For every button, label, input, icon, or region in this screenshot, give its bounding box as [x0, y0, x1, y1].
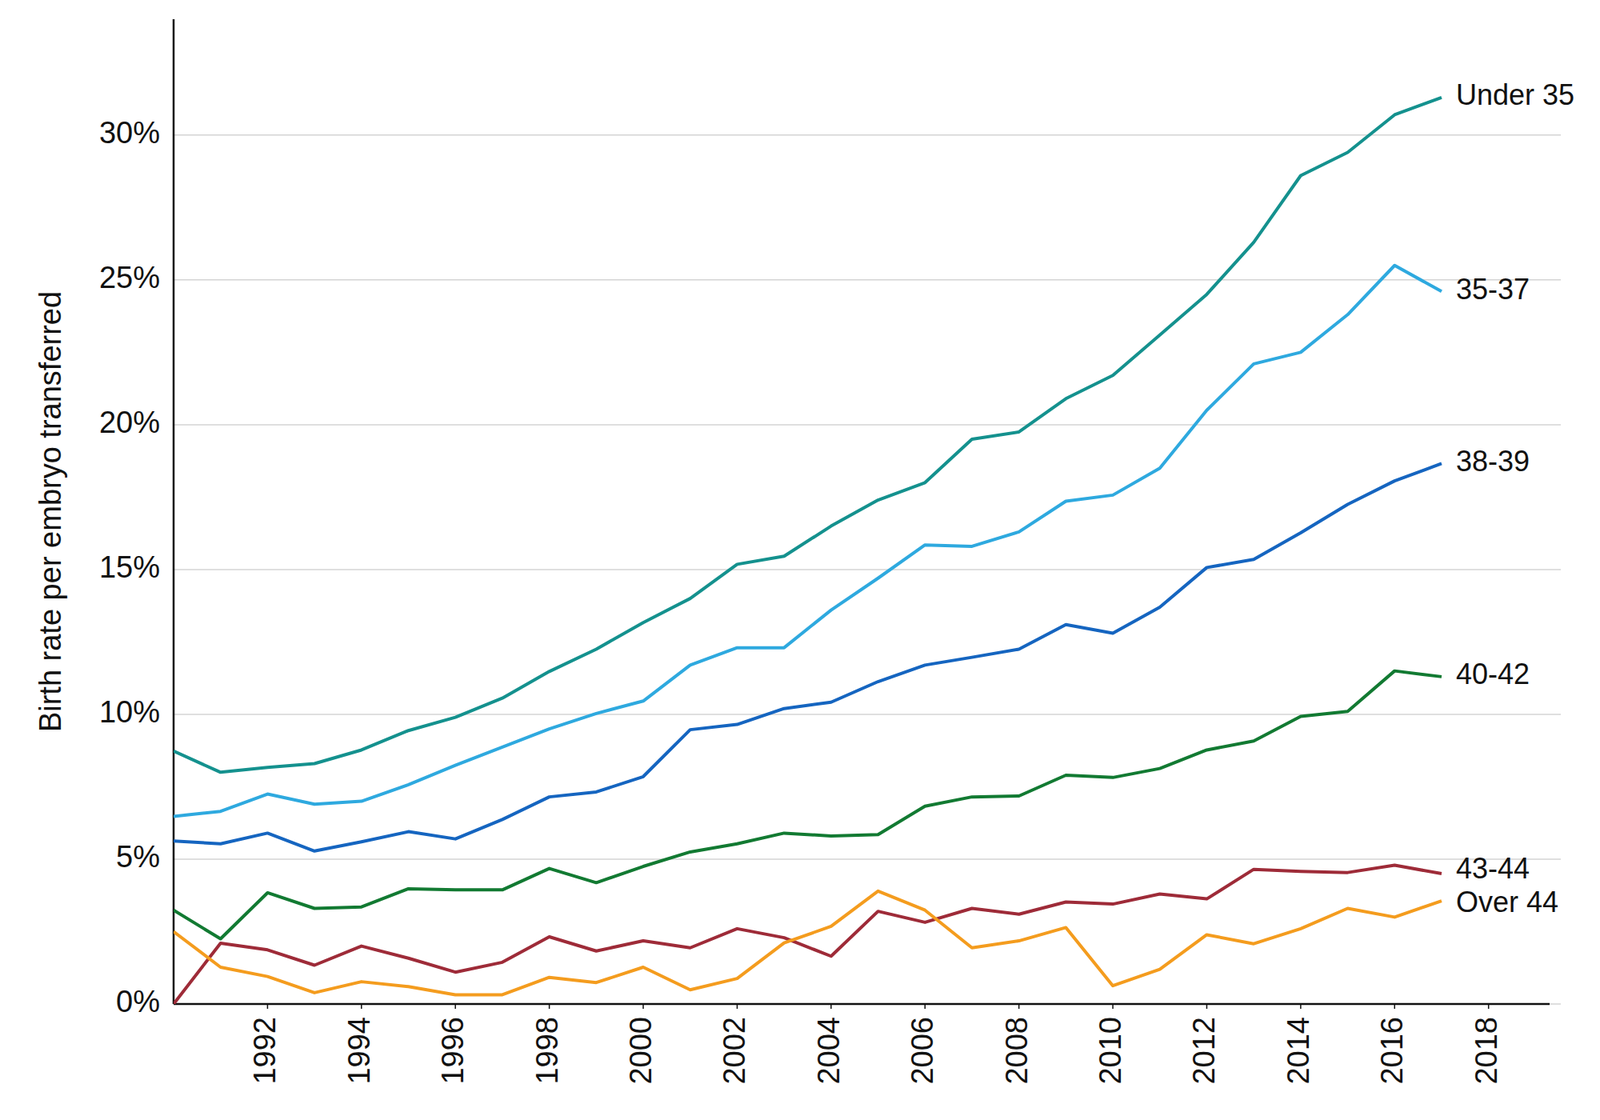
- x-tick-label: 2006: [905, 1016, 940, 1085]
- chart: 0% 5% 10% 15% 20% 25% 30% 1992 1994 1996 1998 2000 2…: [0, 0, 1600, 1120]
- y-tick-label: 20%: [99, 405, 160, 440]
- y-tick-label: 15%: [99, 550, 160, 584]
- series-label: 40-42: [1456, 657, 1530, 691]
- x-tick-label: 1996: [436, 1016, 470, 1085]
- series-line: [173, 97, 1442, 773]
- x-tick-label: 2004: [812, 1016, 846, 1085]
- x-tick-label: 2010: [1093, 1016, 1128, 1085]
- y-axis: [172, 19, 176, 1004]
- x-tick-label: 2008: [1000, 1016, 1034, 1085]
- x-tick-label: 1992: [248, 1016, 282, 1085]
- y-tick-label: 10%: [99, 695, 160, 729]
- x-tick-label: 2012: [1187, 1016, 1221, 1085]
- series-label: Over 44: [1456, 885, 1559, 919]
- series-line: [173, 463, 1442, 851]
- grid-line: [173, 858, 1561, 860]
- grid-line: [173, 713, 1561, 716]
- series-label: 38-39: [1456, 444, 1530, 478]
- y-axis-label: Birth rate per embryo transferred: [33, 291, 68, 732]
- grid: [173, 135, 1561, 1004]
- grid-line: [173, 568, 1561, 571]
- x-tick-label: 1998: [530, 1016, 564, 1085]
- series-label: Under 35: [1456, 78, 1575, 112]
- y-tick-label: 30%: [99, 116, 160, 150]
- x-axis: [173, 1003, 1550, 1006]
- y-tick-label: 0%: [116, 984, 160, 1019]
- grid-line: [173, 279, 1561, 281]
- series-line: [173, 265, 1442, 817]
- grid-line: [173, 1003, 1561, 1005]
- grid-line: [173, 134, 1561, 136]
- grid-line: [173, 424, 1561, 426]
- series-label: 35-37: [1456, 272, 1530, 306]
- y-tick-label: 25%: [99, 260, 160, 295]
- y-tick-label: 5%: [116, 840, 160, 874]
- x-tick-label: 2018: [1469, 1016, 1504, 1085]
- x-tick-label: 1994: [342, 1016, 376, 1085]
- series-line: [173, 671, 1442, 940]
- series-line: [173, 891, 1442, 996]
- lines: [173, 97, 1442, 1004]
- x-tick-label: 2016: [1375, 1016, 1409, 1085]
- x-tick-label: 2014: [1281, 1016, 1316, 1085]
- series-label: 43-44: [1456, 852, 1530, 885]
- x-tick-label: 2002: [717, 1016, 752, 1085]
- series-line: [173, 865, 1442, 1004]
- x-tick-label: 2000: [624, 1016, 658, 1085]
